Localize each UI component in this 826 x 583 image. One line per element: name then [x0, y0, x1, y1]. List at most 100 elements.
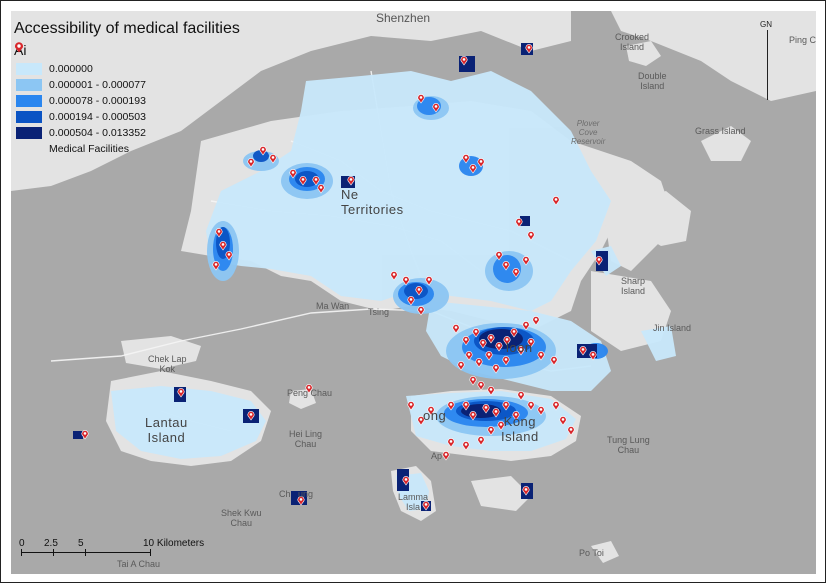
north-arrow-line: [767, 30, 768, 100]
medical-facility-marker: [465, 351, 473, 361]
medical-facility-marker: [482, 404, 490, 414]
medical-facility-marker: [417, 416, 425, 426]
medical-facility-marker: [442, 451, 450, 461]
medical-facility-marker: [212, 261, 220, 271]
medical-facility-marker: [510, 328, 518, 338]
map-canvas[interactable]: Shenzhen Crooked Island Double Island Pi…: [11, 11, 816, 574]
north-arrow: GN: [760, 20, 780, 100]
medical-facility-marker: [495, 251, 503, 261]
scale-tick-label: 2.5: [44, 538, 58, 549]
medical-facility-marker: [247, 158, 255, 168]
legend-item: 0.000078 - 0.000193: [14, 93, 194, 109]
medical-facility-marker: [527, 401, 535, 411]
legend-item: 0.000194 - 0.000503: [14, 109, 194, 125]
legend-swatch: [16, 95, 42, 107]
medical-facility-marker: [457, 361, 465, 371]
medical-facility-marker: [522, 321, 530, 331]
medical-facility-marker: [247, 411, 255, 421]
legend-item-facilities: Medical Facilities: [14, 42, 194, 157]
medical-facility-marker: [432, 103, 440, 113]
medical-facility-marker: [469, 411, 477, 421]
label-sharp-island: Sharp Island: [621, 276, 646, 296]
label-lamma-island: Lamma Isla: [398, 492, 429, 512]
medical-facility-marker: [427, 406, 435, 416]
map-title: Accessibility of medical facilities: [14, 20, 240, 37]
medical-facility-marker: [517, 346, 525, 356]
medical-facility-marker: [537, 351, 545, 361]
medical-facility-marker: [579, 346, 587, 356]
medical-facility-marker: [472, 328, 480, 338]
medical-facility-marker: [462, 441, 470, 451]
medical-facility-marker: [407, 296, 415, 306]
label-tsing: Tsing: [368, 307, 390, 317]
label-po-toi: Po Toi: [579, 548, 604, 558]
label-shek-kwu-chau: Shek Kwu Chau: [221, 508, 262, 528]
scale-tick: [85, 549, 86, 556]
medical-facility-marker: [462, 154, 470, 164]
label-hk-island-left: ong: [423, 408, 447, 423]
medical-facility-marker: [512, 268, 520, 278]
medical-facility-marker: [485, 351, 493, 361]
label-double-island: Double Island: [638, 71, 667, 91]
medical-facility-marker: [487, 426, 495, 436]
label-chek-lap-kok: Chek Lap Kok: [148, 354, 187, 374]
medical-facility-marker: [269, 154, 277, 164]
scale-tick-label: 10 Kilometers: [143, 538, 205, 549]
medical-facility-marker: [305, 384, 313, 394]
legend: Ai 0.000000 0.000001 - 0.000077 0.000078…: [14, 42, 194, 157]
medical-facility-marker: [517, 391, 525, 401]
medical-facility-marker: [589, 351, 597, 361]
legend-item: 0.000000: [14, 61, 194, 77]
scale-tick-label: 5: [78, 538, 84, 549]
label-new-territories: Ne Territories: [341, 187, 404, 217]
label-ping-chau: Ping Ch: [789, 35, 816, 45]
medical-facility-marker: [552, 401, 560, 411]
legend-item-label: 0.000000: [49, 63, 93, 75]
label-tai-a-chau: Tai A Chau: [117, 559, 161, 569]
medical-facility-marker: [452, 324, 460, 334]
medical-facilities-layer: [81, 44, 603, 511]
legend-item-label: 0.000194 - 0.000503: [49, 111, 146, 123]
label-peng-chau: Peng Chau: [287, 388, 333, 398]
label-crooked-island: Crooked Island: [615, 32, 650, 52]
medical-facility-marker: [487, 334, 495, 344]
medical-facility-marker: [415, 286, 423, 296]
medical-facility-marker: [81, 430, 89, 440]
scale-tick: [21, 549, 22, 556]
scale-bar-line: [21, 552, 151, 553]
medical-facility-marker: [527, 231, 535, 241]
legend-swatch: [16, 127, 42, 139]
medical-facility-marker: [552, 196, 560, 206]
legend-swatch: [16, 79, 42, 91]
medical-facility-marker: [532, 316, 540, 326]
medical-facility-marker: [425, 276, 433, 286]
north-arrow-label: GN: [760, 20, 772, 29]
medical-facility-marker: [215, 228, 223, 238]
medical-facility-marker: [479, 339, 487, 349]
medical-facility-marker: [495, 342, 503, 352]
medical-facility-marker: [347, 176, 355, 186]
medical-facility-marker: [475, 358, 483, 368]
medical-facility-marker: [469, 164, 477, 174]
medical-facility-marker: [492, 408, 500, 418]
medical-facility-marker: [502, 356, 510, 366]
medical-facility-marker: [522, 256, 530, 266]
medical-facility-marker: [503, 336, 511, 346]
scale-tick: [53, 549, 54, 556]
label-hk-island: Kong Island: [501, 414, 539, 444]
legend-item-label: 0.000001 - 0.000077: [49, 79, 146, 91]
label-grass-island: Grass Island: [695, 126, 746, 136]
medical-facility-marker: [497, 421, 505, 431]
medical-facility-marker: [477, 436, 485, 446]
scale-tick: [150, 549, 151, 556]
scale-bar: 0 2.5 5 10 Kilometers: [19, 538, 219, 568]
label-plover-cove: Plover Cove Reservoir: [571, 119, 606, 146]
label-kowloon: loon: [506, 340, 533, 355]
medical-facility-marker: [559, 416, 567, 426]
medical-facility-marker: [595, 256, 603, 266]
medical-facility-marker: [390, 271, 398, 281]
legend-field-name: Ai: [14, 42, 194, 58]
medical-facility-marker: [259, 146, 267, 156]
medical-facility-marker: [289, 169, 297, 179]
medical-facility-marker: [462, 336, 470, 346]
